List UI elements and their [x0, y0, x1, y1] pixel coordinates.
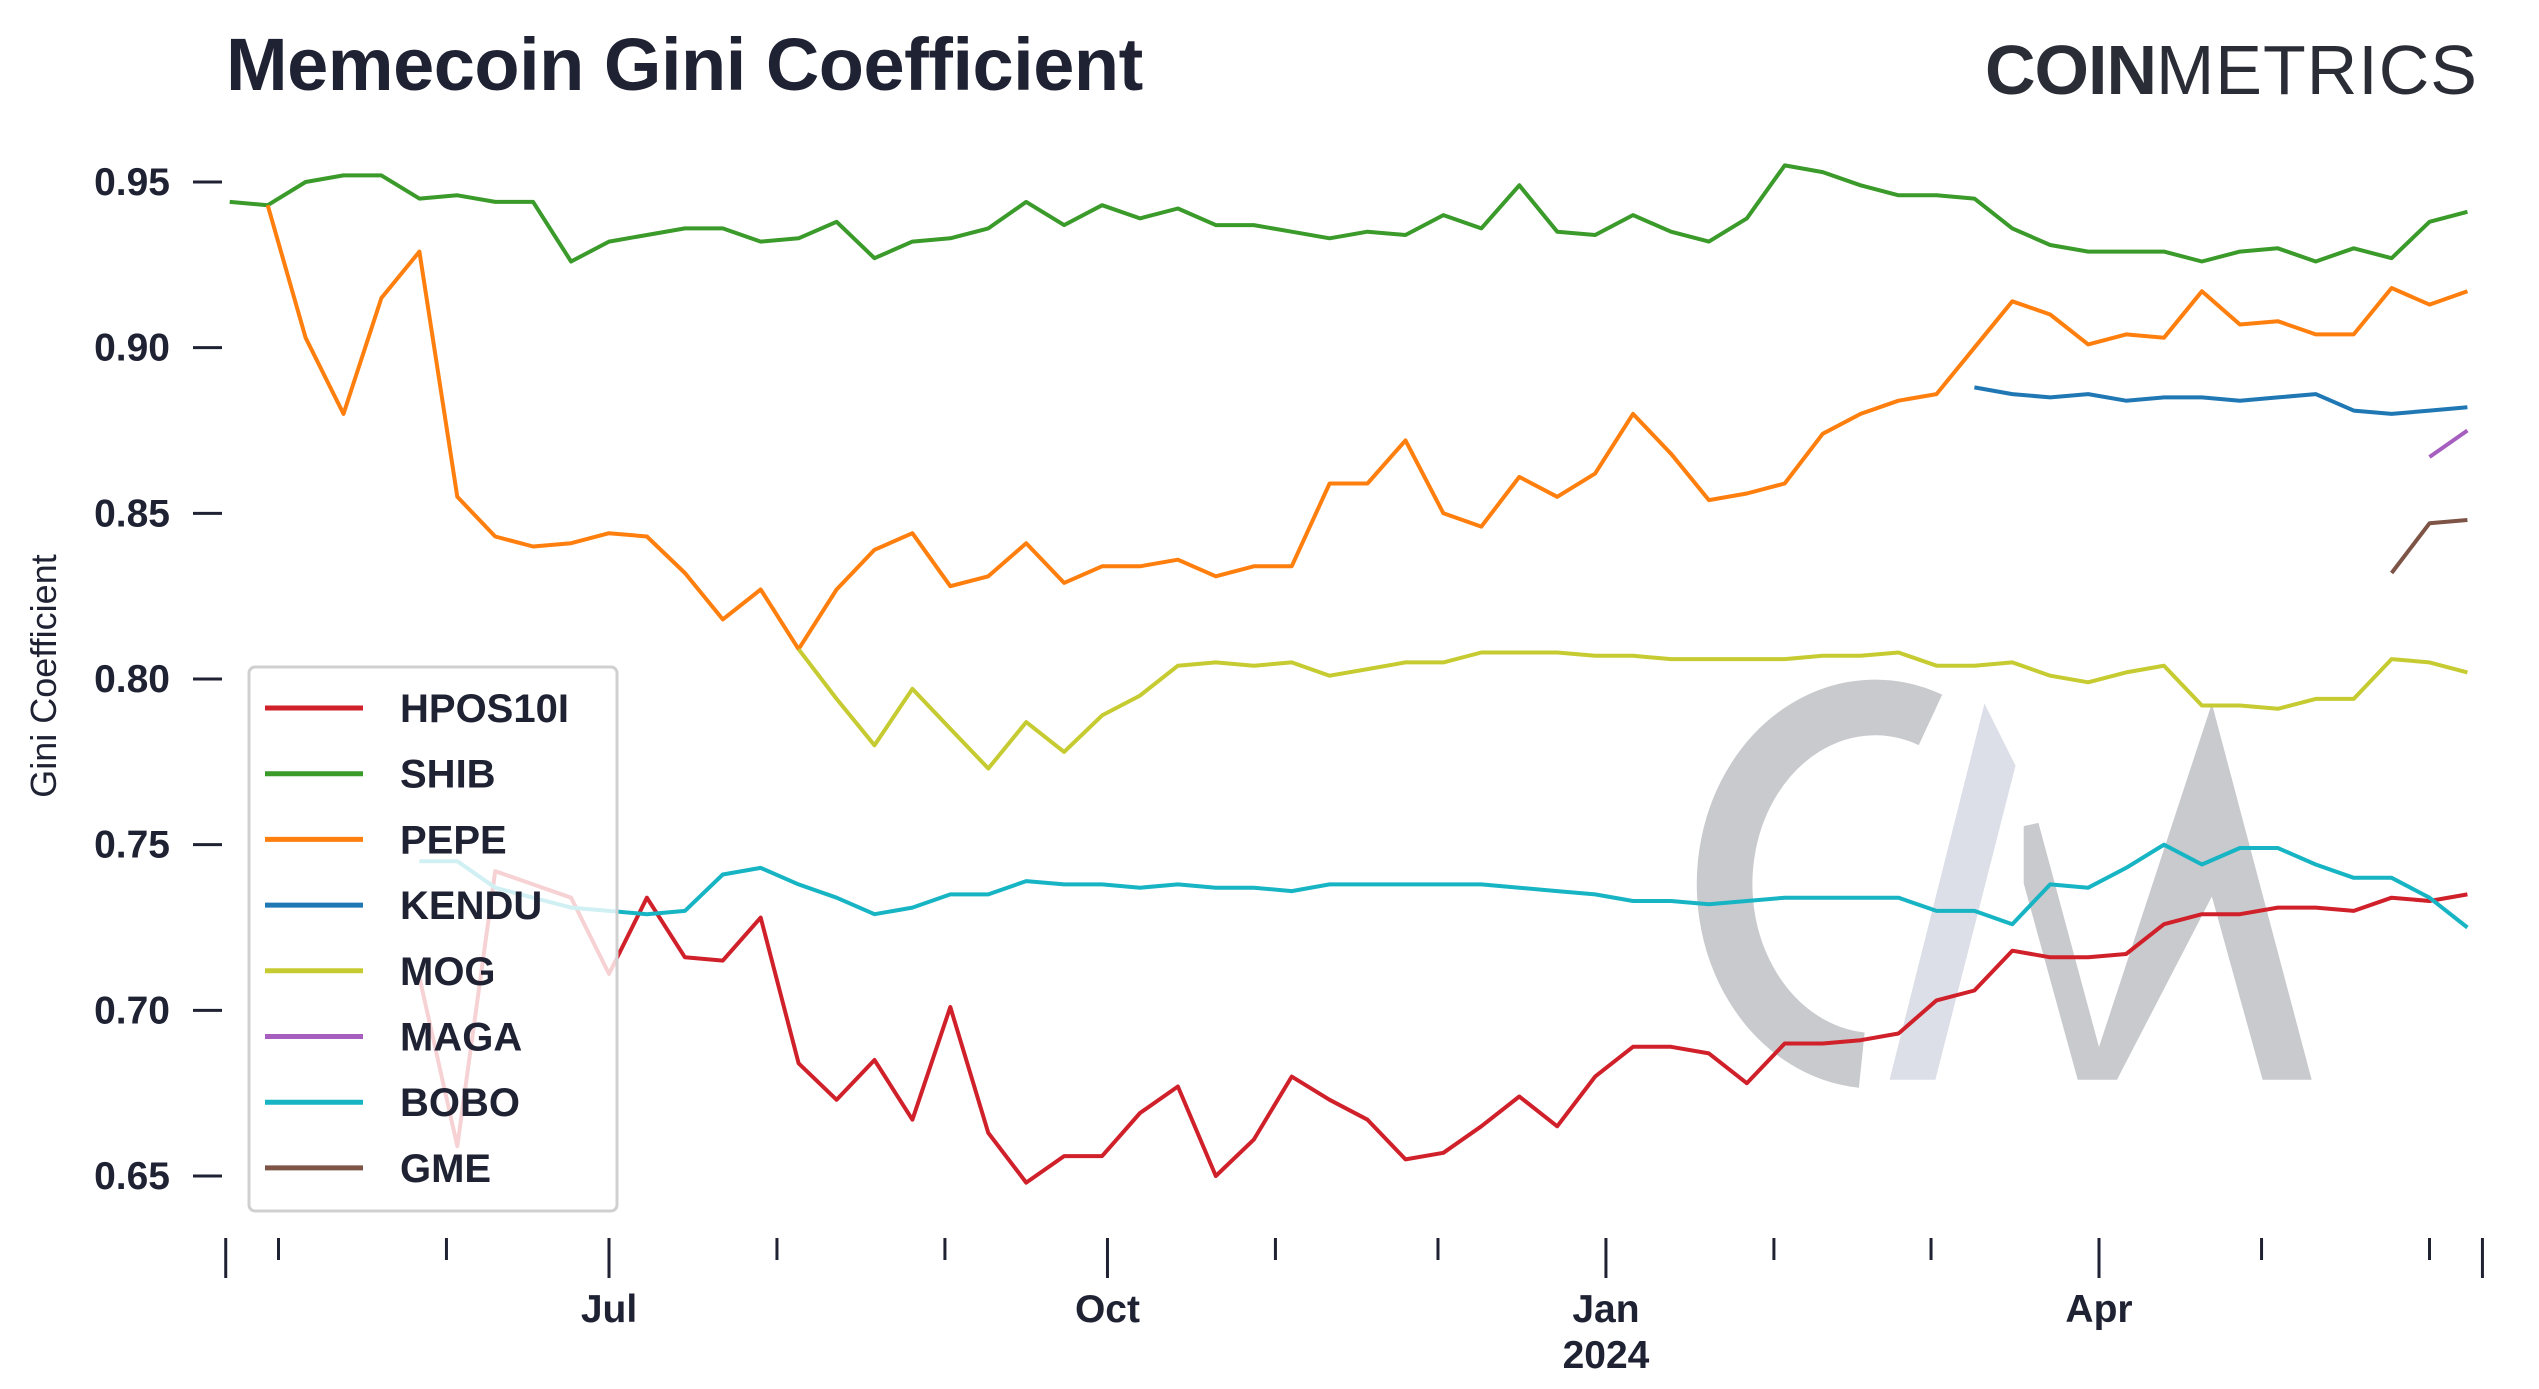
y-tick-label: 0.75: [94, 824, 170, 867]
logo-bold-text: COIN: [1985, 31, 2157, 109]
y-tick-label: 0.70: [94, 989, 170, 1032]
legend-item-shib: SHIB: [265, 753, 496, 797]
legend-item-gme: GME: [265, 1147, 491, 1191]
chart-title: Memecoin Gini Coefficient: [226, 23, 1143, 106]
legend-label: MOG: [400, 950, 496, 994]
legend-label: GME: [400, 1147, 491, 1191]
y-axis-label: Gini Coefficient: [23, 554, 64, 797]
series-line-hpos10i: [417, 869, 2468, 1185]
series-line-maga: [2428, 428, 2469, 459]
logo-light-text: METRICS: [2156, 31, 2478, 109]
y-axis: 0.95 0.90 0.85 0.80 0.75 0.70 0.65: [94, 161, 222, 1198]
legend-item-mog: MOG: [265, 950, 496, 994]
cm-watermark: [1696, 679, 2312, 1088]
watermark-m-light-stroke: [1889, 703, 2016, 1080]
series-line-shib: [229, 163, 2468, 264]
x-tick-label: Apr: [2065, 1288, 2132, 1331]
y-tick-label: 0.85: [94, 492, 170, 535]
series-line-gme: [2390, 518, 2468, 575]
legend-label: PEPE: [400, 818, 507, 862]
y-tick-label: 0.65: [94, 1155, 170, 1198]
y-tick-label: 0.90: [94, 327, 170, 370]
legend-item-hpos10i: HPOS10I: [265, 687, 569, 731]
series-line-pepe: [265, 204, 2469, 652]
watermark-c-shape: [1696, 679, 1943, 1088]
series-line-mog: [797, 647, 2468, 771]
y-tick-label: 0.95: [94, 161, 170, 204]
series-line-bobo: [419, 842, 2469, 930]
legend-item-kendu: KENDU: [265, 884, 542, 928]
legend-item-pepe: PEPE: [265, 818, 507, 862]
series-lines: [229, 163, 2469, 1185]
legend-label: HPOS10I: [400, 687, 569, 731]
x-tick-label: Jan: [1572, 1288, 1639, 1331]
legend-label: SHIB: [400, 753, 496, 797]
legend: HPOS10I SHIB PEPE KENDU MOG MAGA BOBO GME: [247, 665, 619, 1213]
y-tick-label: 0.80: [94, 658, 170, 701]
legend-label: MAGA: [400, 1016, 522, 1060]
legend-box: [247, 665, 619, 1213]
coinmetrics-logo: COINMETRICS: [1985, 30, 2478, 110]
x-tick-label: Oct: [1075, 1288, 1140, 1331]
x-tick-sublabel: 2024: [1563, 1334, 1650, 1377]
series-line-kendu: [1974, 385, 2468, 416]
legend-item-bobo: BOBO: [265, 1081, 520, 1125]
watermark-m-dark-stroke: [2023, 703, 2312, 1080]
legend-item-maga: MAGA: [265, 1016, 522, 1060]
legend-label: KENDU: [400, 884, 542, 928]
x-tick-label: Jul: [581, 1288, 637, 1331]
legend-label: BOBO: [400, 1081, 520, 1125]
